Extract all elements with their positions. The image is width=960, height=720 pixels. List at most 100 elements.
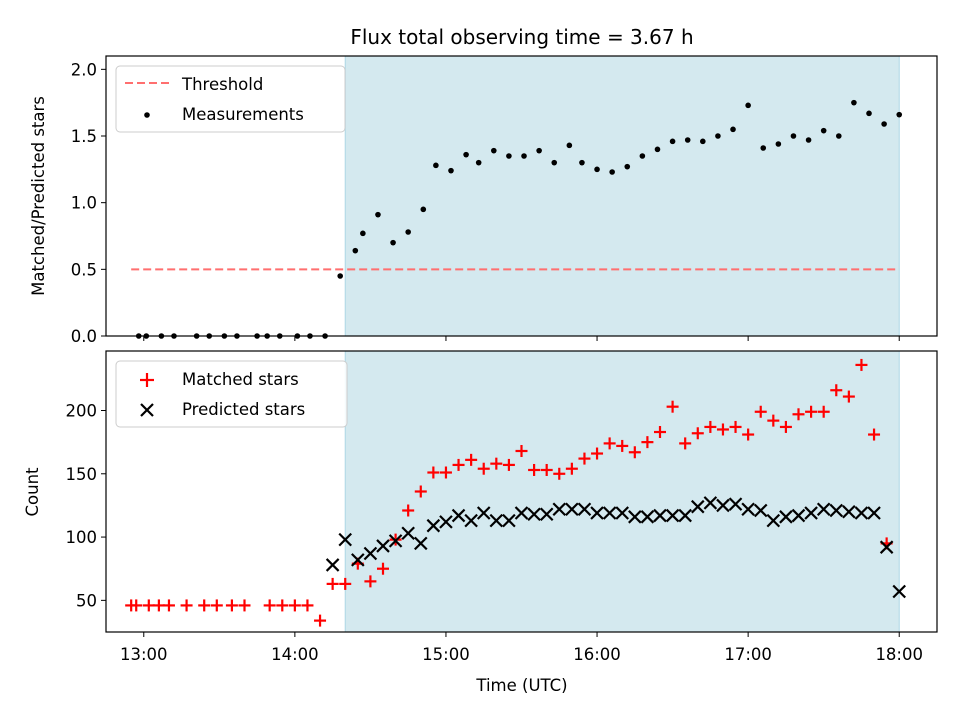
- matched-stars-point: [679, 437, 692, 450]
- y-axis-label-bottom: Count: [23, 467, 42, 517]
- matched-stars-point: [326, 577, 339, 590]
- measurements-point: [715, 133, 721, 139]
- y-ticks-top: 0.0 0.5 1.0 1.5 2.0: [71, 60, 106, 346]
- measurements-point: [375, 211, 381, 218]
- predicted-stars-point: [779, 510, 793, 524]
- x-tick-label: 15:00: [422, 645, 470, 664]
- measurements-point: [775, 141, 782, 147]
- predicted-stars-point: [451, 508, 466, 523]
- predicted-stars-point: [426, 518, 441, 533]
- matched-stars-point: [616, 439, 629, 452]
- x-tick-label: 17:00: [724, 645, 772, 664]
- matched-stars-point: [180, 599, 193, 612]
- measurements-point: [521, 153, 527, 159]
- x-ticks-bottom: 13:00 14:00 15:00 16:00 17:00 18:00: [120, 632, 923, 664]
- predicted-stars-point: [892, 584, 907, 599]
- chart-title: Flux total observing time = 3.67 h: [350, 25, 693, 49]
- measurements-point: [337, 273, 343, 279]
- predicted-stars-point: [539, 507, 554, 522]
- matched-stars-point: [528, 463, 541, 476]
- measurements-point: [536, 147, 542, 154]
- matched-stars-point: [490, 457, 503, 470]
- predicted-stars-point: [716, 498, 730, 513]
- matched-stars-point: [465, 453, 478, 466]
- predicted-stars-point: [665, 508, 680, 523]
- matched-stars-point: [729, 420, 742, 433]
- predicted-stars-point: [816, 502, 831, 516]
- measurements-point: [805, 137, 812, 143]
- matched-stars-point: [152, 599, 165, 612]
- matched-stars-point: [162, 599, 175, 612]
- matched-stars-point: [288, 599, 301, 612]
- measurements-point: [820, 127, 827, 134]
- predicted-stars-point: [388, 534, 403, 548]
- legend-top: Threshold Measurements: [115, 65, 346, 133]
- measurements-point: [684, 137, 691, 143]
- matched-stars-point: [792, 408, 805, 421]
- predicted-stars-point: [690, 499, 705, 514]
- matched-stars-point: [439, 466, 452, 479]
- y-axis-label-top: Matched/Predicted stars: [29, 96, 48, 296]
- measurements-point: [360, 230, 366, 237]
- axes-frame-bottom: [105, 350, 938, 633]
- y-tick-label-top: 0.0: [71, 327, 97, 346]
- y-tick-label-top: 0.5: [71, 260, 97, 279]
- predicted-stars-point: [602, 506, 617, 520]
- predicted-stars-point: [376, 539, 390, 553]
- matched-stars-point: [210, 599, 223, 612]
- predicted-stars-point: [867, 506, 881, 520]
- matched-stars-point: [263, 599, 276, 612]
- shaded-region-top: [344, 55, 900, 337]
- matched-stars-point: [704, 420, 717, 433]
- measurements-point: [851, 99, 857, 106]
- matched-stars-point: [654, 426, 666, 439]
- measurements-point: [790, 133, 797, 139]
- x-tick-label: 13:00: [120, 645, 168, 664]
- x-axis-label: Time (UTC): [475, 676, 567, 695]
- matched-stars-point: [565, 462, 578, 475]
- y-tick-label-top: 2.0: [71, 60, 97, 79]
- legend-bottom: Matched stars Predicted stars: [115, 360, 348, 428]
- matched-stars-point: [301, 599, 314, 612]
- predicted-stars-point: [464, 513, 478, 528]
- matched-stars-point: [142, 599, 155, 612]
- matched-stars-point: [339, 577, 352, 590]
- matched-stars-point: [238, 599, 251, 612]
- predicted-stars-point: [791, 508, 806, 523]
- predicted-stars-point: [565, 502, 579, 516]
- matched-stars-point: [502, 458, 515, 471]
- matched-stars-point: [830, 384, 843, 397]
- matched-stars-point: [414, 485, 427, 498]
- measurements-point: [609, 169, 615, 175]
- matched-stars-point: [314, 614, 327, 627]
- measurements-point: [475, 159, 482, 166]
- matched-stars-point: [276, 599, 289, 612]
- x-tick-label: 18:00: [875, 645, 923, 664]
- measurements-point: [639, 153, 646, 159]
- matched-stars-point: [603, 437, 616, 450]
- predicted-stars-point: [615, 506, 630, 520]
- y-tick-label-top: 1.5: [71, 127, 97, 146]
- matched-stars-point: [130, 599, 143, 612]
- measurements-point: [448, 167, 454, 174]
- legend-threshold-label: Threshold: [181, 75, 263, 94]
- x-tick-label: 16:00: [573, 645, 621, 664]
- measurements-point: [669, 138, 676, 145]
- predicted-stars-point: [590, 506, 604, 520]
- matched-stars-point: [225, 599, 238, 612]
- measurements-point: [551, 159, 558, 166]
- predicted-stars-point: [363, 546, 378, 561]
- predicted-stars-point: [829, 503, 844, 518]
- shaded-region-bottom: [344, 350, 900, 633]
- y-tick-label-bottom: 200: [66, 401, 98, 420]
- y-ticks-bottom: 50 100 150 200: [66, 401, 106, 610]
- predicted-stars-point: [854, 506, 869, 520]
- measurements-point: [594, 166, 600, 173]
- predicted-stars-point: [879, 540, 894, 554]
- measurements-point: [420, 206, 427, 213]
- measurements-point: [700, 138, 706, 145]
- matched-stars-point: [666, 400, 679, 413]
- measurements-point: [654, 146, 661, 153]
- matched-stars-point: [377, 562, 389, 575]
